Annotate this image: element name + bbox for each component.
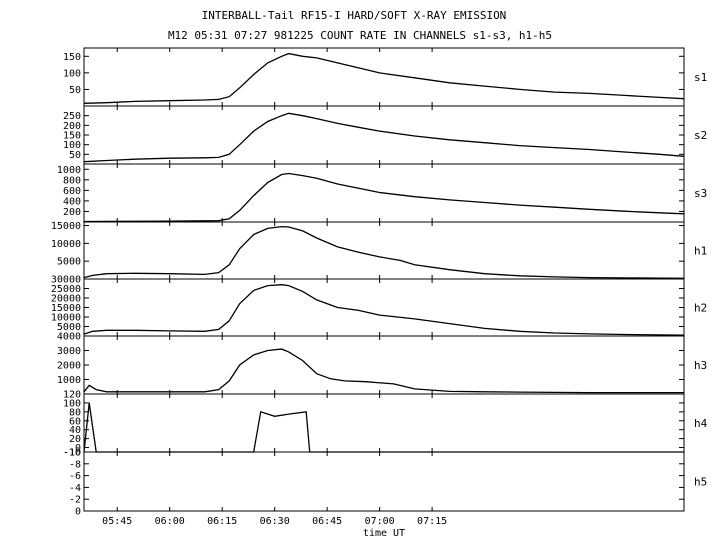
series-line-h2 (83, 284, 685, 336)
channel-label-h3: h3 (694, 359, 707, 372)
y-tick-label: 25000 (51, 284, 81, 295)
y-tick-label: 10000 (51, 313, 81, 324)
y-tick-label: 0 (75, 507, 81, 518)
y-tick-label: 600 (63, 186, 81, 197)
panel-frame (83, 335, 685, 395)
panel-frame (83, 393, 685, 453)
y-tick-label: 400 (63, 196, 81, 207)
y-tick-label: -6 (69, 471, 81, 482)
panel-h5: 0-2-4-6-8-10 h5 (63, 448, 707, 518)
y-tick-label: 200 (63, 121, 81, 132)
y-tick-label: 60 (69, 416, 81, 427)
y-tick-label: 100 (63, 140, 81, 151)
series-line-s3 (83, 172, 685, 223)
y-tick-label: 120 (63, 390, 81, 401)
y-tick-label: -10 (63, 448, 81, 459)
y-tick-label: -4 (69, 483, 81, 494)
y-tick-label: -10 (63, 448, 81, 459)
y-tick-label: 3000 (57, 346, 81, 357)
channel-label-s3: s3 (694, 187, 707, 200)
panel-frame (83, 278, 685, 337)
panel-frame (83, 47, 685, 107)
x-tick-label: 06:30 (260, 516, 290, 527)
x-tick-label: 06:45 (312, 516, 342, 527)
y-tick-label: 20000 (51, 294, 81, 305)
series-line-h4 (83, 402, 684, 453)
y-tick-label: 4000 (57, 332, 81, 343)
y-tick-label: 50 (69, 85, 81, 96)
series-line-s1 (83, 52, 685, 104)
y-tick-label: 15000 (51, 303, 81, 314)
y-tick-label: 150 (63, 52, 81, 63)
channel-label-h1: h1 (694, 245, 707, 258)
x-tick-label: 07:15 (417, 516, 447, 527)
panel-h1: 5000 10000 15000 h1 (51, 221, 707, 280)
x-tick-label: 05:45 (102, 516, 132, 527)
y-tick-label: 1000 (57, 165, 81, 176)
chart-title: INTERBALL-Tail RF15-I HARD/SOFT X-RAY EM… (202, 9, 507, 22)
y-tick-label: 30000 (51, 275, 81, 286)
chart-subtitle: M12 05:31 07:27 981225 COUNT RATE IN CHA… (168, 29, 552, 42)
panel-frame (83, 221, 685, 280)
y-tick-label: 2000 (57, 361, 81, 372)
channel-label-s2: s2 (694, 129, 707, 142)
y-tick-label: 100 (63, 68, 81, 79)
series-line-h1 (83, 225, 685, 279)
y-tick-label: 5000 (57, 257, 81, 268)
y-tick-label: 150 (63, 131, 81, 142)
x-tick-label: 06:15 (207, 516, 237, 527)
y-tick-label: 50 (69, 150, 81, 161)
channel-label-h5: h5 (694, 476, 707, 489)
panel-frame (83, 451, 685, 512)
y-tick-label: 0 (75, 443, 81, 454)
y-tick-label: 10000 (51, 239, 81, 250)
x-axis-ticks: 05:45 06:00 06:15 06:30 06:45 07:00 07:15 (102, 48, 447, 527)
y-tick-label: 1000 (57, 375, 81, 386)
channel-label-h2: h2 (694, 302, 707, 315)
y-tick-label: 80 (69, 407, 81, 418)
x-tick-label: 07:00 (365, 516, 395, 527)
channel-label-h4: h4 (694, 417, 708, 430)
y-tick-label: 100 (63, 398, 81, 409)
y-tick-label: -8 (69, 459, 81, 470)
y-tick-label: 250 (63, 111, 81, 122)
y-tick-label: 5000 (57, 322, 81, 333)
panel-frame (83, 105, 685, 165)
x-tick-label: 06:00 (155, 516, 185, 527)
series-line-s2 (83, 112, 685, 163)
x-axis-label: time UT (363, 528, 405, 539)
y-tick-label: 800 (63, 175, 81, 186)
panel-s1: 50 100 150 s1 (63, 47, 707, 107)
y-tick-label: 40 (69, 425, 81, 436)
channel-label-s1: s1 (694, 71, 707, 84)
panel-h3: 1000 2000 3000 4000 h3 (57, 332, 707, 395)
y-tick-label: -2 (69, 495, 81, 506)
panels-group: 50100150s150100150200250s220040060080010… (51, 47, 708, 518)
y-tick-label: 15000 (51, 221, 81, 232)
y-tick-label: 20 (69, 434, 81, 445)
y-tick-label: 200 (63, 207, 81, 218)
series-line-h3 (83, 348, 684, 394)
